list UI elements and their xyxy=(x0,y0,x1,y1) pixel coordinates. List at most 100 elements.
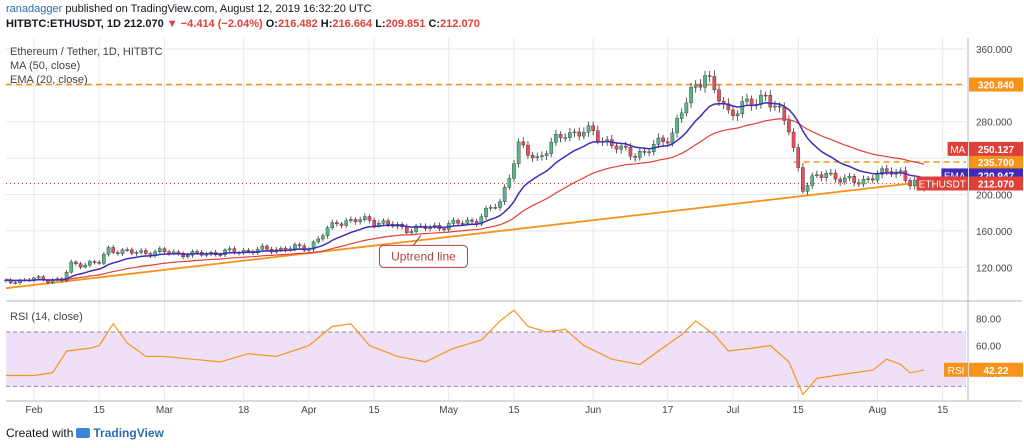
candle-body xyxy=(353,219,358,222)
candle-body xyxy=(372,220,376,226)
candle-body xyxy=(847,176,852,179)
candle-body xyxy=(838,178,842,183)
candle-body xyxy=(223,249,227,255)
time-tick-label: Aug xyxy=(869,405,887,416)
candle-body xyxy=(521,141,526,146)
candle-body xyxy=(381,220,386,224)
low-value: 209.851 xyxy=(385,18,426,30)
candle-body xyxy=(507,178,512,188)
annotation-box xyxy=(378,244,468,268)
candle-body xyxy=(498,201,502,208)
price-tick-label: 360.000 xyxy=(976,45,1013,56)
time-tick-label: 17 xyxy=(662,405,674,416)
candle-body xyxy=(582,131,586,137)
candle-body xyxy=(665,141,670,144)
candle-body xyxy=(88,261,92,266)
candle-body xyxy=(530,154,535,159)
candle-body xyxy=(768,95,773,108)
legend-ema: EMA (20, close) xyxy=(10,74,88,86)
candle-body xyxy=(162,248,167,252)
footer: Created with TradingView xyxy=(6,426,164,440)
candle-body xyxy=(302,245,307,251)
candle-body xyxy=(465,219,470,224)
time-tick-label: Jul xyxy=(727,405,740,416)
candle-body xyxy=(805,185,810,192)
rsi-line xyxy=(6,309,925,396)
candle-body xyxy=(311,241,316,250)
candle-body xyxy=(824,173,828,178)
annotation-text: Uptrend line xyxy=(391,249,456,263)
candle-body xyxy=(852,176,856,183)
candle-body xyxy=(577,131,582,137)
rsi-tick-label: 60.00 xyxy=(976,342,1001,353)
candle-body xyxy=(409,231,414,234)
time-tick-label: May xyxy=(439,405,458,416)
candle-body xyxy=(139,250,143,253)
candle-body xyxy=(265,245,269,250)
ma-value-tag xyxy=(969,141,1023,156)
ohlc-line: HITBTC:ETHUSDT, 1D 212.070 ▼ −4.414 (−2.… xyxy=(6,18,480,30)
candle-body xyxy=(563,137,568,139)
tradingview-brand[interactable]: TradingView xyxy=(93,426,164,440)
candle-body xyxy=(102,254,106,264)
candle-body xyxy=(735,113,740,116)
candle-body xyxy=(335,222,339,225)
candle-body xyxy=(596,130,600,142)
ethusdt-value-text: 212.070 xyxy=(978,179,1015,190)
candle-body xyxy=(843,177,847,183)
candle-body xyxy=(83,264,88,268)
candle-body xyxy=(833,172,838,180)
open-value: 216.482 xyxy=(277,18,318,30)
candle-body xyxy=(884,168,889,172)
candle-body xyxy=(414,225,418,232)
legend-rsi: RSI (14, close) xyxy=(10,311,83,323)
candle-body xyxy=(637,151,642,158)
candle-body xyxy=(870,178,875,181)
candle-body xyxy=(116,252,120,254)
author-link[interactable]: ranadagger xyxy=(6,3,63,15)
candle-body xyxy=(633,156,637,158)
candle-body xyxy=(404,226,409,234)
tradingview-logo-icon xyxy=(76,428,91,438)
time-tick-label: 15 xyxy=(94,405,106,416)
candle-body xyxy=(707,75,712,77)
candle-body xyxy=(325,227,330,236)
candle-body xyxy=(829,172,833,175)
candle-body xyxy=(796,147,801,168)
candle-body xyxy=(442,228,446,231)
time-tick-label: Jun xyxy=(585,405,601,416)
ethusdt-label-tag xyxy=(916,176,968,191)
candle-body xyxy=(898,170,903,173)
rsi-value-tag xyxy=(969,362,1023,377)
candle-body xyxy=(763,94,768,97)
candle-body xyxy=(232,248,237,253)
candle-body xyxy=(120,249,125,254)
time-tick-label: 15 xyxy=(793,405,805,416)
candle-body xyxy=(130,249,134,254)
candle-body xyxy=(726,103,731,111)
price-tick-label: 280.000 xyxy=(976,118,1013,129)
candle-body xyxy=(810,175,815,186)
last-price: 212.070 xyxy=(123,18,164,30)
candle-body xyxy=(787,120,791,133)
candle-body xyxy=(358,219,362,222)
level-value-tag xyxy=(969,154,1023,169)
candle-body xyxy=(260,245,265,250)
ma50-line xyxy=(5,118,925,281)
candle-body xyxy=(679,112,684,119)
candle-body xyxy=(572,131,577,134)
resistance-value-text: 320.840 xyxy=(978,81,1015,92)
candle-body xyxy=(493,207,498,209)
time-tick-label: 15 xyxy=(937,405,949,416)
candle-body xyxy=(321,235,325,240)
candle-body xyxy=(367,216,372,221)
candle-body xyxy=(516,141,521,164)
candle-body xyxy=(111,247,115,253)
candle-body xyxy=(535,156,540,159)
close-label: C: xyxy=(428,18,441,30)
candle-body xyxy=(97,262,102,264)
candle-body xyxy=(363,216,367,220)
time-tick-label: Feb xyxy=(25,405,43,416)
created-with-text: Created with xyxy=(6,426,74,440)
